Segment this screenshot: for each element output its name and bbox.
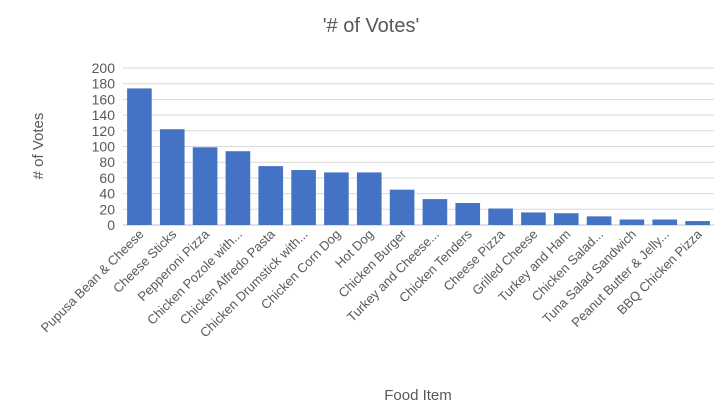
bar <box>159 129 185 225</box>
bar <box>652 219 678 225</box>
bar <box>488 208 513 225</box>
y-axis-label: # of Votes <box>30 113 47 180</box>
y-tick-label: 120 <box>92 123 116 139</box>
chart-title: '# of Votes' <box>323 15 420 37</box>
y-tick-label: 80 <box>99 154 115 170</box>
bar <box>389 189 415 225</box>
bar <box>291 170 316 225</box>
bar <box>225 151 251 225</box>
x-axis-label: Food Item <box>384 387 452 404</box>
bar <box>619 219 645 225</box>
bar <box>356 172 382 225</box>
y-tick-label: 60 <box>99 170 115 186</box>
bar <box>553 213 579 225</box>
bar <box>521 212 546 225</box>
bar <box>586 216 612 225</box>
bar <box>192 147 218 225</box>
bar <box>422 199 448 225</box>
gridlines <box>123 67 714 226</box>
bars <box>127 88 710 225</box>
y-tick-label: 180 <box>92 76 116 92</box>
y-tick-label: 100 <box>92 139 116 155</box>
y-tick-label: 160 <box>92 91 116 107</box>
bar <box>258 166 284 225</box>
bar <box>685 221 710 225</box>
bar <box>324 172 349 225</box>
y-tick-label: 200 <box>92 60 116 76</box>
y-tick-label: 20 <box>99 201 115 217</box>
y-tick-label: 40 <box>99 186 115 202</box>
bar <box>455 203 481 225</box>
y-tick-label: 140 <box>92 107 116 123</box>
y-tick-label: 0 <box>107 217 115 233</box>
bar <box>127 88 152 225</box>
